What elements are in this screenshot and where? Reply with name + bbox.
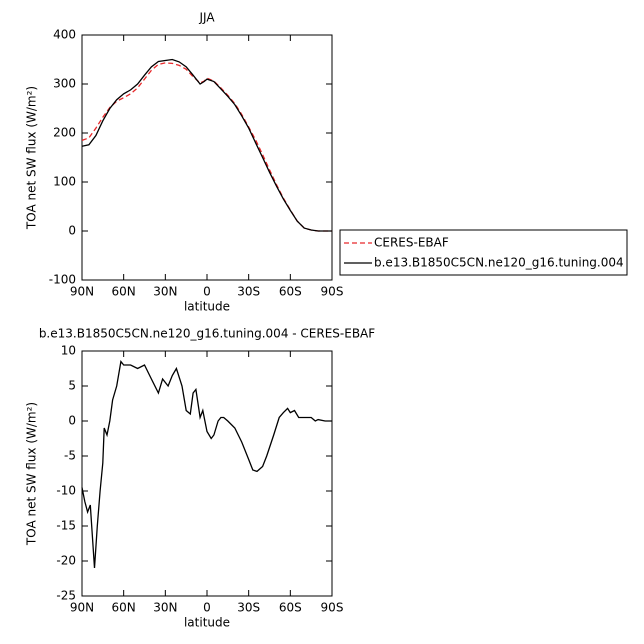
legend-label: CERES-EBAF [374, 236, 449, 250]
y-axis-label: TOA net SW flux (W/m²) [25, 86, 39, 230]
y-tick-label: 10 [61, 344, 76, 358]
x-tick-label: 30S [237, 601, 260, 615]
series-line [81, 359, 332, 569]
y-tick-label: 100 [53, 175, 76, 189]
x-tick-label: 90S [321, 285, 344, 299]
x-tick-label: 90N [70, 601, 94, 615]
x-tick-label: 60S [279, 601, 302, 615]
y-tick-label: 0 [68, 224, 76, 238]
x-tick-label: 30N [153, 285, 177, 299]
x-tick-label: 60N [112, 285, 136, 299]
plot-frame [81, 350, 333, 597]
x-tick-label: 30N [153, 601, 177, 615]
y-tick-label: -20 [56, 554, 76, 568]
legend-label: b.e13.B1850C5CN.ne120_g16.tuning.004 [374, 256, 624, 270]
y-tick-label: -15 [56, 519, 76, 533]
series-line [81, 62, 332, 232]
y-tick-label: -25 [56, 589, 76, 603]
y-tick-label: -100 [49, 273, 76, 287]
y-tick-label: 200 [53, 126, 76, 140]
x-axis-label: latitude [184, 300, 230, 314]
x-tick-label: 90S [321, 601, 344, 615]
y-axis-label: TOA net SW flux (W/m²) [25, 402, 39, 546]
chart-title: JJA [198, 11, 215, 25]
x-tick-label: 60S [279, 285, 302, 299]
legend-box [339, 229, 628, 276]
x-axis-label: latitude [184, 616, 230, 630]
y-tick-label: 5 [68, 379, 76, 393]
x-tick-label: 0 [203, 601, 211, 615]
y-tick-label: -10 [56, 484, 76, 498]
x-tick-label: 30S [237, 285, 260, 299]
y-tick-label: 300 [53, 77, 76, 91]
y-tick-label: 0 [68, 414, 76, 428]
x-tick-label: 60N [112, 601, 136, 615]
x-tick-label: 90N [70, 285, 94, 299]
y-tick-label: -5 [64, 449, 76, 463]
x-tick-label: 0 [203, 285, 211, 299]
plot-frame [81, 34, 333, 281]
chart-title: b.e13.B1850C5CN.ne120_g16.tuning.004 - C… [39, 327, 375, 341]
series-line [81, 58, 332, 232]
y-tick-label: 400 [53, 28, 76, 42]
